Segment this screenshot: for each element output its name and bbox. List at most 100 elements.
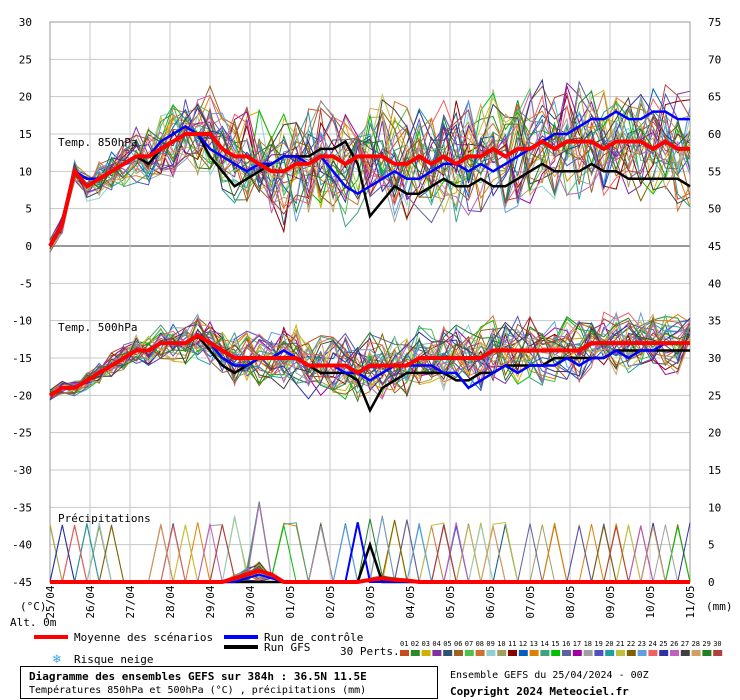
ensemble-line-t500 — [49, 320, 691, 398]
pert-number: 30 — [713, 640, 721, 648]
right-tick-label: 0 — [708, 576, 715, 589]
x-tick-label: 29/04 — [204, 585, 217, 618]
pert-number: 10 — [497, 640, 505, 648]
pert-swatch — [691, 650, 701, 656]
x-tick-label: 10/05 — [644, 585, 657, 618]
ensemble-line-t850 — [49, 102, 691, 248]
x-tick-label: 03/05 — [364, 585, 377, 618]
x-tick-label: 04/05 — [404, 585, 417, 618]
legend: Moyenne des scénarios Run de contrôle Ru… — [34, 631, 723, 667]
gfs-line-t850 — [48, 132, 691, 247]
x-tick-label: 07/05 — [524, 585, 537, 618]
right-tick-label: 55 — [708, 165, 721, 178]
right-tick-label: 25 — [708, 389, 721, 402]
pert-number: 24 — [648, 640, 656, 648]
control-line-t850 — [48, 110, 690, 247]
pert-swatch — [508, 650, 517, 656]
pert-number: 04 — [432, 640, 440, 648]
footer-subtitle: Températures 850hPa et 500hPa (°C) , pré… — [29, 685, 367, 696]
left-tick-label: -10 — [12, 315, 32, 328]
chart-grid — [49, 21, 691, 583]
pert-swatch — [572, 650, 582, 656]
pert-swatch — [670, 650, 679, 656]
pert-swatch — [713, 650, 723, 656]
x-tick-label: 25/04 — [44, 585, 57, 618]
legend-snow-label: Risque neige — [74, 653, 153, 666]
pert-number: 11 — [508, 640, 516, 648]
ensemble-line-t850 — [49, 90, 691, 240]
pert-number: 29 — [702, 640, 710, 648]
pert-number: 08 — [476, 640, 484, 648]
pert-number: 22 — [627, 640, 635, 648]
ensemble-line-t500 — [49, 321, 691, 392]
pert-number: 09 — [486, 640, 494, 648]
pert-swatch — [594, 650, 604, 656]
left-tick-label: -40 — [12, 539, 32, 552]
pert-number: 01 — [400, 640, 408, 648]
panel-label-t850: Temp. 850hPa — [58, 136, 137, 149]
left-tick-label: -5 — [19, 277, 32, 290]
pert-swatch — [518, 650, 528, 656]
pert-number: 13 — [530, 640, 538, 648]
pert-swatch — [637, 650, 647, 656]
perturbation-swatches: 01 02 03 04 05 06 07 08 09 10 11 12 13 14 15 16 17 18 19 20… — [400, 640, 723, 656]
pert-swatch — [562, 650, 571, 656]
unit-left: (°C) — [20, 600, 47, 613]
x-tick-label: 26/04 — [84, 585, 97, 618]
ensemble-line-t850 — [49, 100, 691, 240]
right-tick-label: 35 — [708, 315, 721, 328]
pert-number: 03 — [422, 640, 430, 648]
left-tick-label: -25 — [12, 427, 32, 440]
pert-swatch — [497, 650, 507, 656]
pert-number: 23 — [638, 640, 646, 648]
pert-number: 18 — [584, 640, 592, 648]
pert-number: 28 — [692, 640, 700, 648]
panel-label-precip: Précipitations — [58, 512, 151, 525]
ensemble-line-t500 — [49, 315, 691, 399]
pert-swatch — [626, 650, 636, 656]
left-tick-label: 30 — [19, 16, 32, 29]
left-tick-label: -20 — [12, 389, 32, 402]
x-tick-label: 01/05 — [284, 585, 297, 618]
left-tick-label: -35 — [12, 501, 32, 514]
left-tick-label: -30 — [12, 464, 32, 477]
pert-swatch — [616, 650, 625, 656]
main-run-lines — [48, 110, 691, 584]
pert-number: 20 — [605, 640, 613, 648]
snowflake-icon: ❄ — [52, 652, 61, 667]
x-tick-label: 11/05 — [684, 585, 697, 618]
ensemble-line-t850 — [49, 81, 691, 253]
pert-swatch — [648, 650, 658, 656]
legend-perts-label: 30 Perts. — [340, 645, 400, 658]
x-tick-label: 27/04 — [124, 585, 137, 618]
left-tick-label: 5 — [25, 203, 32, 216]
left-tick-label: 15 — [19, 128, 32, 141]
ensemble-line-t500 — [49, 317, 691, 396]
right-tick-label: 75 — [708, 16, 721, 29]
ensemble-line-t850 — [49, 92, 691, 245]
pert-swatch — [454, 650, 463, 656]
ensemble-run-label: Ensemble GEFS du 25/04/2024 - 00Z — [450, 670, 649, 681]
x-tick-label: 08/05 — [564, 585, 577, 618]
pert-swatch — [540, 650, 550, 656]
pert-number: 12 — [519, 640, 527, 648]
mean-line-precip — [50, 568, 690, 584]
pert-swatch — [529, 650, 539, 656]
pert-swatch — [583, 650, 593, 656]
left-tick-label: 0 — [25, 240, 32, 253]
pert-number: 19 — [594, 640, 602, 648]
altitude-label: Alt. 0m — [10, 616, 57, 629]
legend-gfs-label: Run GFS — [264, 641, 310, 654]
x-tick-label: 09/05 — [604, 585, 617, 618]
unit-right: (mm) — [706, 600, 733, 613]
right-tick-label: 20 — [708, 427, 721, 440]
pert-swatch — [659, 650, 669, 656]
ensemble-line-t500 — [49, 320, 691, 400]
pert-number: 15 — [551, 640, 559, 648]
pert-swatch — [432, 650, 442, 656]
pert-swatch — [702, 650, 712, 656]
pert-swatch — [475, 650, 485, 656]
mean-line-t500 — [48, 333, 690, 398]
